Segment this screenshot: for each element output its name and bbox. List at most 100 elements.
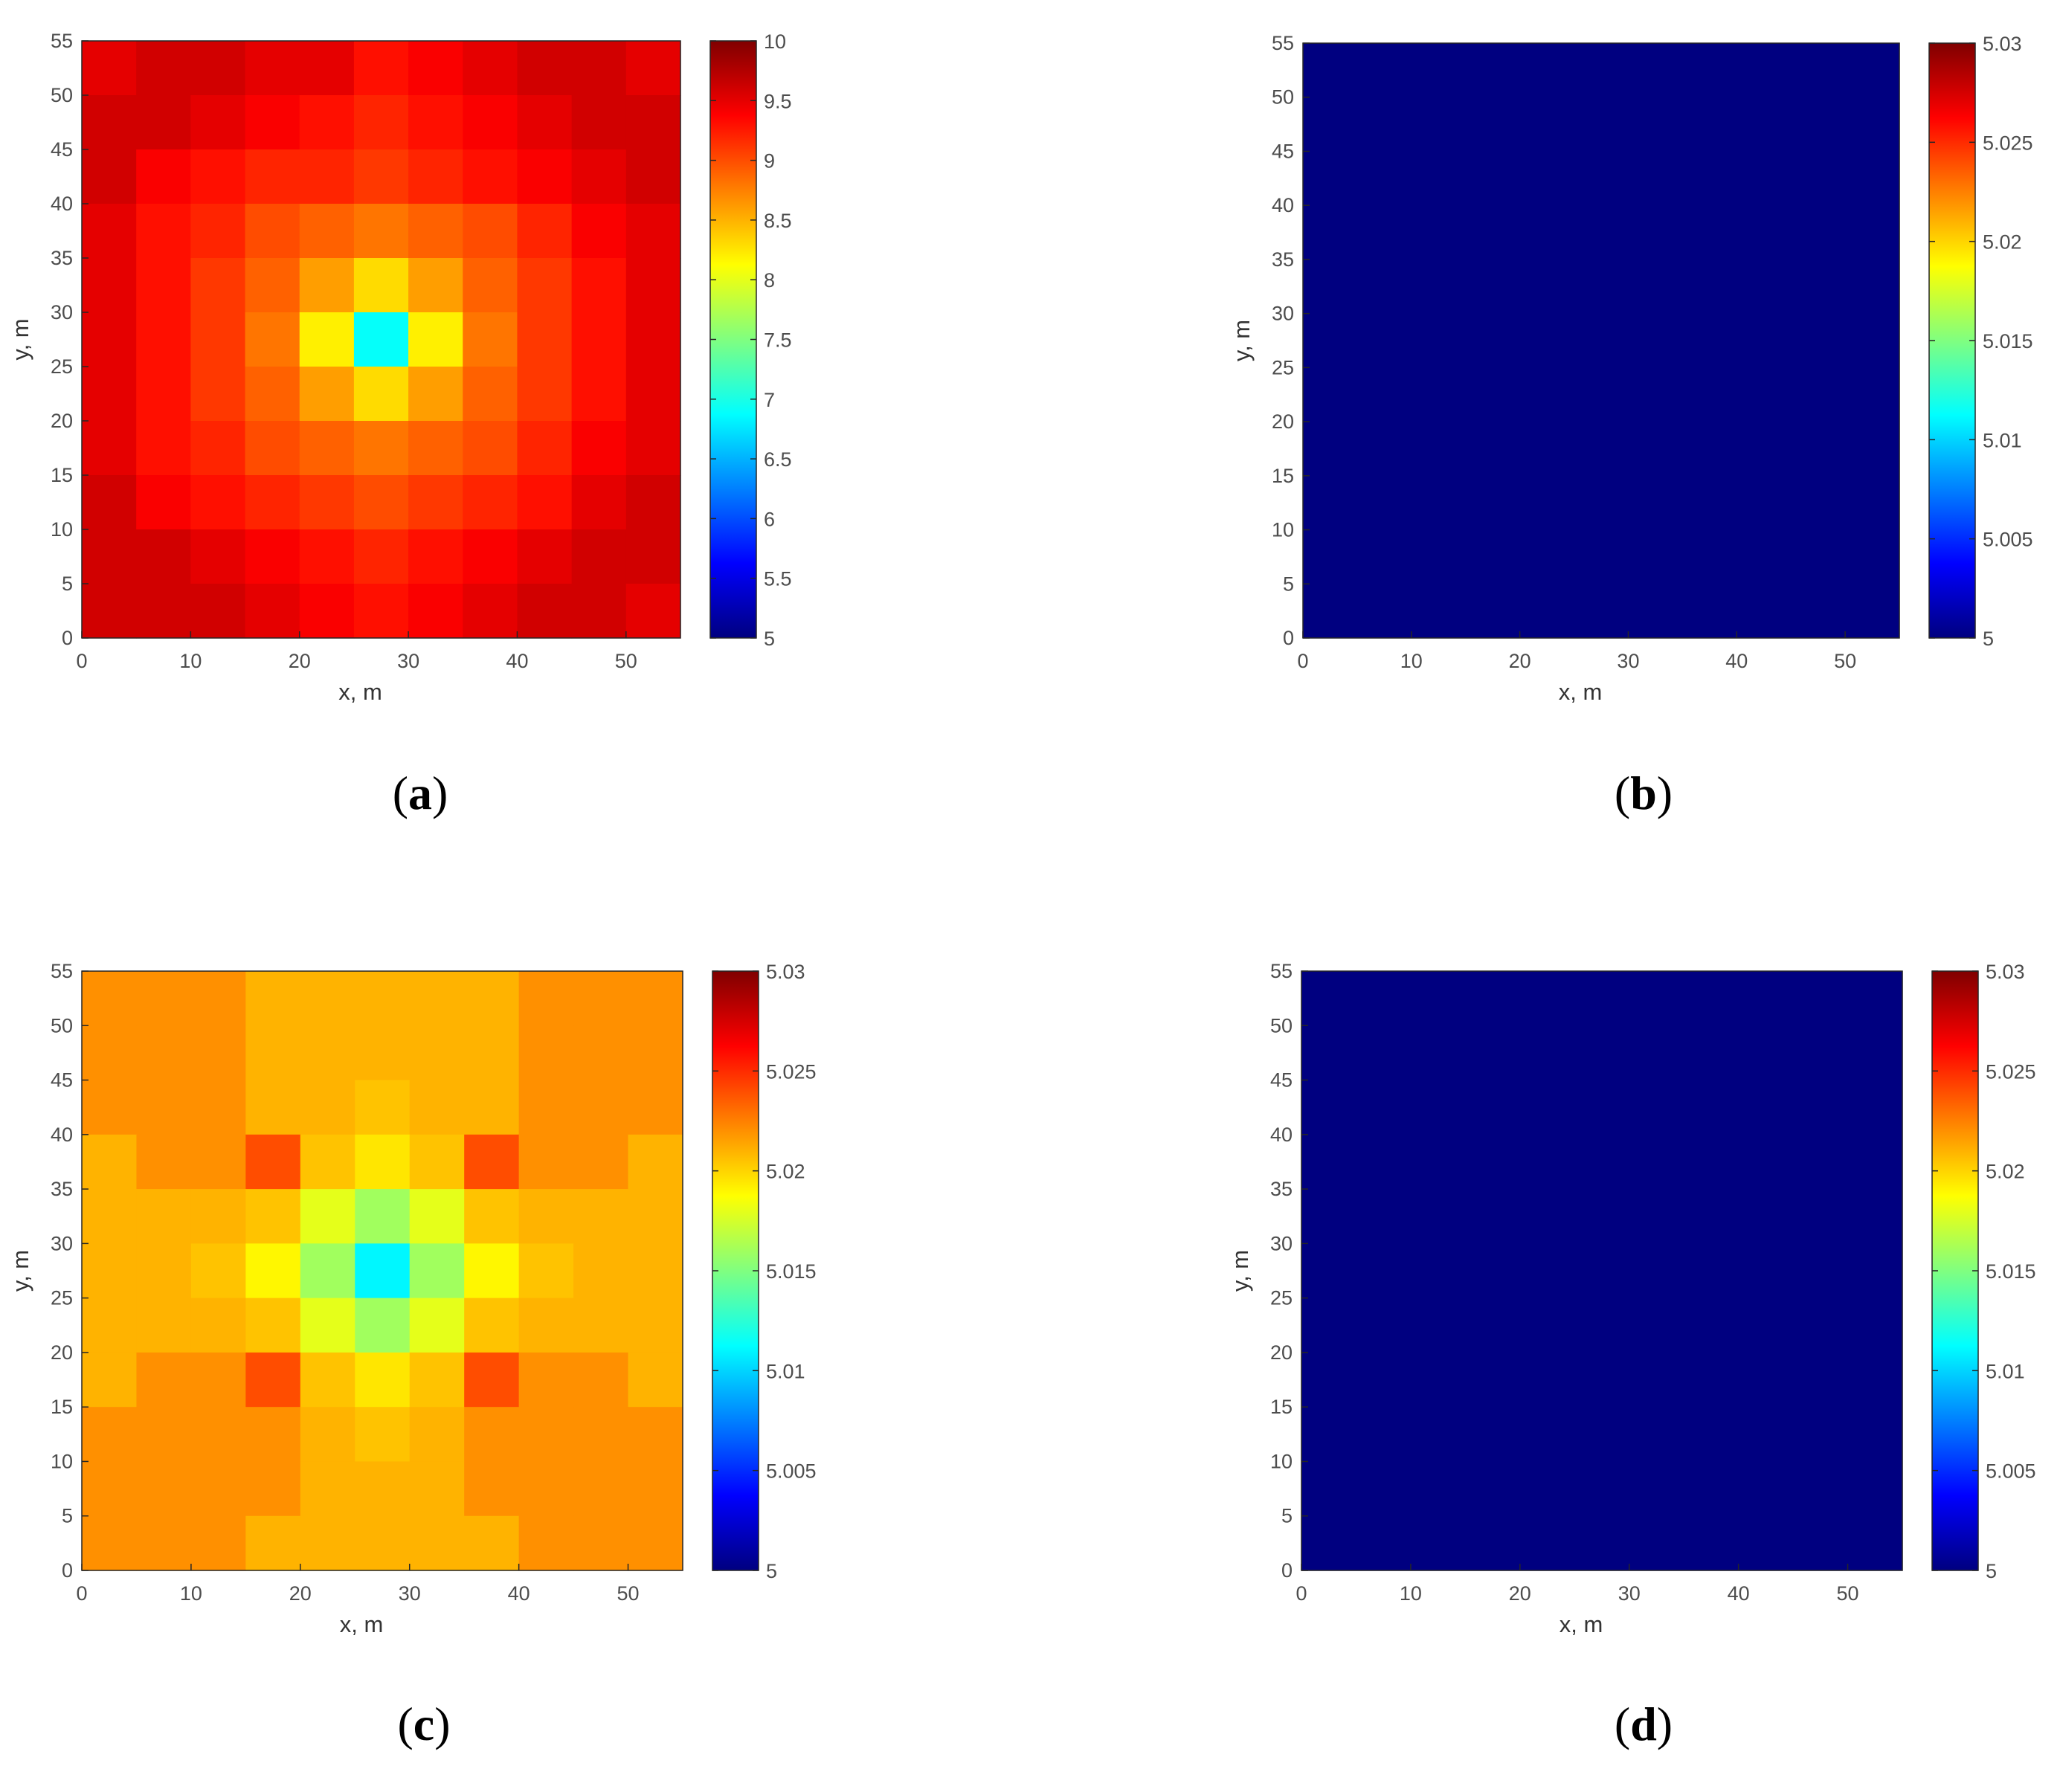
x-tick-label: 50 [617, 1582, 640, 1605]
heatmap-cell [571, 258, 627, 313]
colorbar-tick-label: 5.005 [766, 1460, 817, 1483]
plot-frame [81, 40, 681, 639]
x-tick-label: 20 [289, 1582, 312, 1605]
colorbar-tick-label: 5.02 [766, 1161, 805, 1183]
heatmap-cell [517, 367, 573, 422]
heatmap-cell [571, 421, 627, 476]
heatmap-cell [409, 971, 465, 1026]
heatmap-cell [245, 1025, 301, 1081]
heatmap-cell [625, 475, 681, 530]
heatmap-cell [464, 1080, 520, 1135]
heatmap-cell [299, 529, 355, 584]
heatmap-cell [409, 1515, 465, 1571]
heatmap-cell [82, 475, 137, 530]
heatmap-cell [464, 1243, 520, 1299]
heatmap-cell [1303, 43, 1900, 639]
heatmap-cell [353, 204, 409, 259]
heatmap-cell [136, 971, 192, 1026]
heatmap-cell [299, 312, 355, 367]
y-tick-label: 20 [51, 410, 73, 432]
heatmap-cell [299, 367, 355, 422]
heatmap-cell [463, 95, 518, 150]
chart-panel-a: 0 10 20 30 40 50 0 5 10 15 20 25 30 35 40 45 50 55 x, m y, … [7, 30, 792, 819]
heatmap-cell [300, 1134, 355, 1190]
colorbar-tick-label: 5.025 [766, 1060, 817, 1083]
heatmap-cell [190, 584, 246, 639]
heatmap-cell [300, 1189, 355, 1244]
chart-panel-c: 0 10 20 30 40 50 0 5 10 15 20 25 30 35 40 45 50 55 x, m y, … [7, 960, 817, 1750]
heatmap-cell [573, 1025, 629, 1081]
panel-label: (d) [1615, 1698, 1673, 1750]
y-tick-label: 30 [51, 1232, 73, 1254]
heatmap-cell [190, 1515, 246, 1571]
heatmap-cell [625, 41, 681, 96]
colorbar-tick-label: 5 [1983, 628, 1994, 650]
y-tick-label: 35 [51, 1178, 73, 1200]
heatmap-cell [409, 1407, 465, 1463]
heatmap-cell [245, 475, 300, 530]
heatmap-cell [190, 1243, 246, 1299]
heatmap-cell [518, 1515, 574, 1571]
y-tick-label: 30 [51, 301, 73, 323]
heatmap-cell [355, 1352, 411, 1408]
colorbar-tick-label: 5.02 [1983, 231, 2022, 254]
y-tick-label: 10 [1272, 519, 1294, 541]
heatmap-cell [190, 149, 246, 204]
y-axis-label: y, m [7, 1250, 33, 1292]
colorbar-tick-label: 5.015 [1983, 330, 2033, 352]
heatmap-cell [517, 421, 573, 476]
y-tick-label: 15 [1272, 465, 1294, 487]
heatmap-cell [136, 1407, 192, 1463]
y-tick-label: 0 [1281, 1559, 1293, 1582]
heatmap-cell [625, 529, 681, 584]
panel-label: (a) [393, 767, 448, 819]
heatmap-cell [625, 367, 681, 422]
y-tick-label: 40 [1270, 1124, 1293, 1146]
x-tick-label: 10 [1400, 650, 1423, 672]
heatmap-cells [82, 41, 681, 639]
heatmap-cell [300, 1515, 355, 1571]
y-tick-label: 15 [51, 1396, 73, 1418]
heatmap-cell [409, 1461, 465, 1517]
heatmap-cell [136, 1243, 192, 1299]
heatmap-cell [190, 95, 246, 150]
x-tick-label: 20 [1509, 1582, 1531, 1605]
heatmap-cell [409, 1134, 465, 1190]
y-tick-label: 10 [51, 518, 73, 541]
heatmap-cell [245, 149, 300, 204]
heatmap-cell [464, 1189, 520, 1244]
y-axis-label: y, m [1227, 1250, 1253, 1292]
heatmap-cell [190, 421, 246, 476]
plot-frame [1302, 42, 1900, 639]
y-tick-label: 5 [62, 573, 73, 595]
heatmap-cell [136, 1461, 192, 1517]
heatmap-cell [408, 149, 463, 204]
heatmap-cell [82, 367, 137, 422]
heatmap-cell [464, 1025, 520, 1081]
panel-label: (c) [397, 1698, 450, 1750]
y-axis-label: y, m [7, 318, 33, 360]
heatmap-cell [409, 1189, 465, 1244]
heatmap-cell [408, 204, 463, 259]
x-tick-label: 50 [1834, 650, 1856, 672]
heatmap-cell [571, 312, 627, 367]
heatmap-cell [353, 584, 409, 639]
heatmap-cell [628, 1134, 683, 1190]
heatmap-cell [517, 584, 573, 639]
colorbar-tick-label: 6.5 [764, 448, 792, 471]
colorbar-tick-label: 8 [764, 269, 775, 291]
y-tick-label: 50 [1270, 1014, 1293, 1037]
heatmap-cell [628, 1243, 683, 1299]
heatmap-cell [517, 312, 573, 367]
heatmap-cell [82, 1515, 138, 1571]
heatmap-cell [136, 41, 191, 96]
heatmap-cell [300, 1080, 355, 1135]
heatmap-cell [355, 1461, 411, 1517]
heatmap-cell [245, 1080, 301, 1135]
heatmap-cell [353, 312, 409, 367]
x-axis-label: x, m [340, 1611, 384, 1637]
x-tick-label: 30 [399, 1582, 421, 1605]
heatmap-cell [517, 529, 573, 584]
heatmap-cell [190, 1461, 246, 1517]
